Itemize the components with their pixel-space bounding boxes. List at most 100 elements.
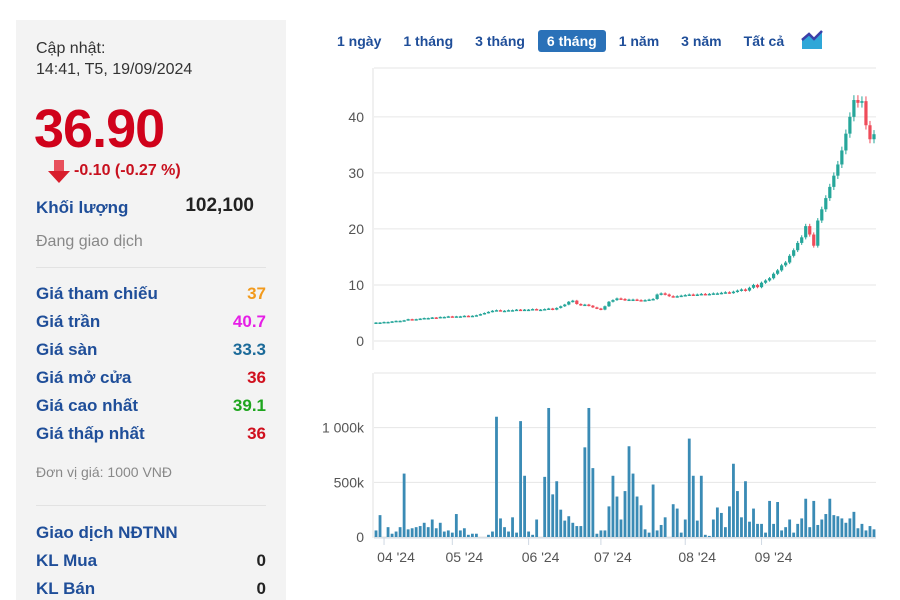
volume-bar (410, 528, 414, 537)
range-tabs: 1 ngày 1 tháng 3 tháng 6 tháng 1 năm 3 năm Tất… (328, 30, 823, 52)
volume-bar (587, 407, 591, 537)
candle (751, 284, 756, 288)
candle (727, 292, 732, 294)
candle (510, 310, 515, 312)
candle (418, 318, 422, 321)
candle (820, 209, 824, 221)
candle (715, 293, 719, 295)
x-tick-label: 05 '24 (445, 549, 483, 565)
range-tab[interactable]: 1 năm (618, 33, 660, 49)
candle (824, 198, 828, 210)
candle (398, 320, 402, 323)
price-row-value: 37 (247, 284, 266, 303)
range-tab[interactable]: 6 tháng (537, 30, 606, 52)
volume-bar (535, 519, 539, 537)
candle (639, 300, 643, 302)
candle (599, 308, 603, 310)
volume-bar (547, 407, 551, 537)
volume-value: 102,100 (185, 195, 254, 216)
candle (643, 300, 647, 302)
volume-bar (691, 475, 695, 537)
candle (410, 319, 414, 321)
candle (627, 299, 631, 302)
volume-bar (426, 527, 430, 537)
candle (434, 317, 438, 319)
range-tab[interactable]: 3 năm (681, 33, 722, 49)
volume-bar (699, 475, 703, 537)
candle (663, 293, 667, 295)
volume-bar (475, 533, 478, 537)
volume-bar (715, 507, 719, 537)
volume-bar (711, 519, 715, 537)
candle (490, 310, 495, 313)
price-row-value: 36 (247, 424, 266, 443)
candle (832, 175, 836, 187)
range-tab[interactable]: Tất cả (743, 33, 785, 49)
candle (619, 298, 623, 300)
volume-bar (450, 532, 454, 537)
candle (872, 134, 876, 140)
candle (563, 304, 567, 307)
volume-bar (796, 523, 800, 537)
candle (683, 295, 687, 297)
volume-bar (723, 527, 727, 537)
price-row-value: 39.1 (232, 396, 266, 415)
range-tab[interactable]: 1 ngày (337, 33, 382, 49)
candle (836, 164, 840, 176)
candle (514, 309, 519, 312)
candle (856, 100, 860, 103)
candle (607, 301, 611, 307)
candle (478, 314, 483, 316)
volume-bar (703, 534, 707, 537)
candle (603, 306, 607, 310)
volume-bar (848, 518, 852, 537)
candle (555, 307, 559, 310)
candle (675, 296, 679, 298)
candle (535, 309, 539, 311)
range-tab[interactable]: 3 tháng (475, 33, 525, 49)
candle (506, 310, 511, 312)
volume-bar (507, 531, 510, 537)
price-tick-label: 10 (348, 277, 364, 293)
area-chart-icon[interactable] (801, 30, 823, 50)
volume-tick-label: 1 000k (322, 420, 365, 436)
arrow-down-icon (48, 160, 70, 183)
volume-bar (378, 515, 382, 537)
candle (860, 101, 864, 103)
volume-bar (466, 534, 470, 537)
candle (422, 318, 426, 320)
volume-bar (836, 516, 840, 537)
x-tick-label: 08 '24 (678, 549, 716, 565)
volume-tick-label: 0 (356, 529, 364, 545)
candle (390, 321, 394, 323)
volume-bar (804, 498, 808, 537)
volume-bar (856, 528, 860, 537)
volume-bar (394, 531, 398, 537)
volume-bar (683, 519, 687, 537)
price-tick-label: 0 (356, 333, 364, 349)
volume-bar (579, 526, 583, 537)
candle (611, 300, 615, 302)
volume-bar (748, 521, 751, 537)
trading-status: Đang giao dịch (36, 233, 143, 250)
range-tab[interactable]: 1 tháng (403, 33, 454, 49)
volume-bar (619, 519, 623, 537)
foreign-buy-label: KL Mua (36, 551, 98, 570)
volume-bar (503, 527, 506, 537)
candle (667, 294, 671, 297)
candle (567, 301, 571, 305)
candle (655, 294, 659, 299)
candle (470, 315, 474, 318)
volume-bar (732, 463, 735, 537)
volume-bar (591, 468, 595, 537)
candle (763, 280, 768, 283)
candle (579, 304, 583, 306)
foreign-trading-title: Giao dịch NĐTNN (36, 523, 178, 542)
candle (595, 307, 599, 309)
candle (547, 308, 551, 310)
price-row-label: Giá tham chiếu (36, 284, 158, 303)
price-tick-label: 20 (348, 221, 364, 237)
candle (828, 186, 832, 199)
volume-bar (615, 496, 619, 537)
volume-bar (531, 534, 535, 537)
